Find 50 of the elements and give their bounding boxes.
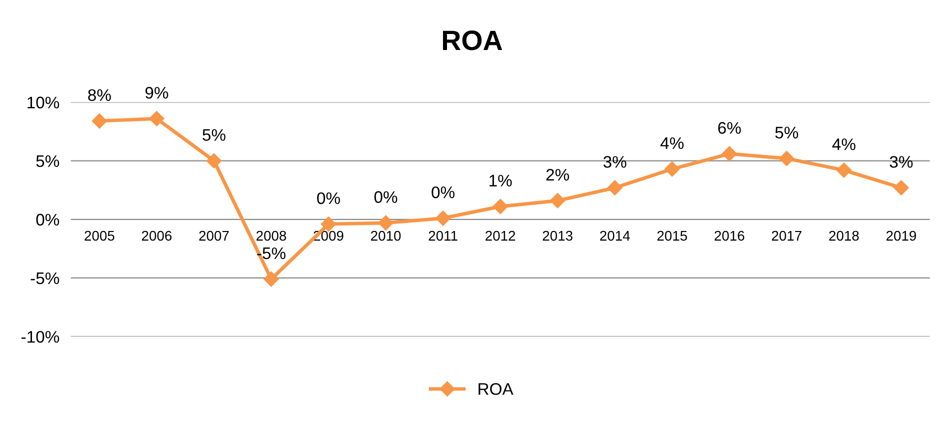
- point: [664, 161, 680, 177]
- x-tick-label: 2017: [772, 230, 802, 241]
- data-label: 0%: [317, 192, 340, 204]
- x-tick-label: 2015: [657, 230, 687, 241]
- data-label: 3%: [603, 156, 626, 168]
- legend-label: ROA: [478, 383, 514, 395]
- x-tick-label: 2005: [84, 230, 114, 241]
- data-label: 5%: [202, 129, 226, 141]
- x-tick-label: 2016: [714, 230, 744, 241]
- data-label: 5%: [775, 126, 798, 139]
- y-tick-label: 5%: [36, 155, 60, 168]
- point: [92, 113, 108, 129]
- point: [779, 150, 794, 166]
- x-tick-label: 2011: [428, 230, 458, 241]
- point: [206, 153, 222, 168]
- data-label: 4%: [832, 138, 856, 150]
- point: [320, 216, 336, 232]
- point: [836, 162, 852, 178]
- x-tick-label: 2014: [600, 230, 630, 241]
- x-tick-label: 2010: [371, 230, 401, 241]
- point: [550, 193, 566, 208]
- data-label: 0%: [374, 191, 398, 203]
- y-tick-label: 10%: [28, 96, 60, 108]
- x-tick-label: 2012: [486, 230, 516, 241]
- point: [435, 210, 451, 226]
- y-tick-label: -10%: [22, 330, 60, 343]
- y-tick-label: 0%: [36, 214, 60, 226]
- data-label: 1%: [490, 174, 512, 186]
- chart-title: ROA: [442, 30, 502, 50]
- point: [607, 180, 622, 196]
- x-tick-label: 2007: [199, 230, 229, 241]
- data-label: 0%: [432, 186, 454, 198]
- point: [722, 146, 737, 162]
- y-tick-label: -5%: [30, 272, 60, 284]
- x-tick-label: 2013: [542, 230, 572, 241]
- point: [378, 215, 394, 230]
- data-label: 6%: [718, 122, 741, 134]
- x-tick-label: 2006: [142, 230, 172, 241]
- point: [894, 180, 909, 196]
- x-tick-label: 2008: [256, 230, 286, 241]
- x-tick-label: 2018: [829, 230, 859, 241]
- x-tick-label: 2019: [886, 230, 916, 241]
- data-label: 4%: [660, 137, 684, 149]
- data-label: 9%: [145, 86, 168, 99]
- data-label: 8%: [88, 89, 111, 102]
- data-label: 2%: [546, 168, 570, 181]
- point: [264, 272, 279, 287]
- point: [149, 111, 164, 126]
- data-label: 3%: [890, 156, 913, 168]
- point: [492, 198, 508, 214]
